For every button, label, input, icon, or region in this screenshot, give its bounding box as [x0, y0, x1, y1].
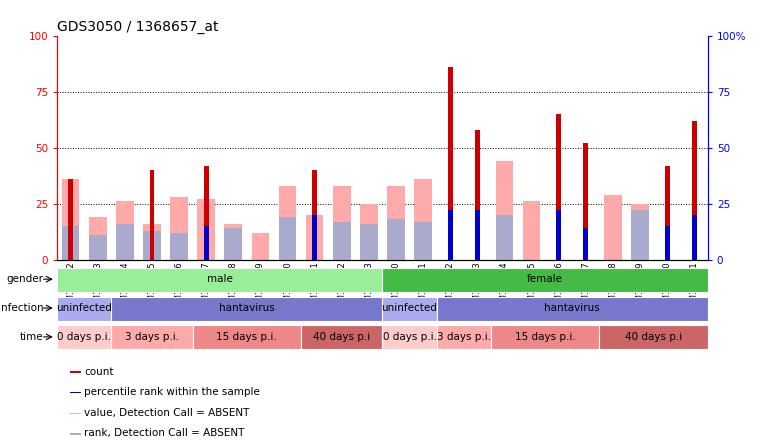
- Text: 15 days p.i.: 15 days p.i.: [216, 332, 277, 342]
- Bar: [312, 170, 317, 260]
- Bar: [68, 179, 73, 260]
- Text: infection: infection: [0, 303, 43, 313]
- Bar: [193, 325, 301, 349]
- Bar: [414, 179, 432, 260]
- Bar: [382, 297, 437, 321]
- Bar: [692, 215, 696, 260]
- Text: 3 days p.i.: 3 days p.i.: [437, 332, 491, 342]
- Bar: [414, 222, 432, 260]
- Bar: [556, 114, 561, 260]
- Bar: [583, 143, 588, 260]
- Bar: [495, 215, 513, 260]
- Bar: [523, 202, 540, 260]
- Bar: [89, 235, 107, 260]
- Text: uninfected: uninfected: [56, 303, 112, 313]
- Text: 3 days p.i.: 3 days p.i.: [125, 332, 179, 342]
- Bar: [447, 67, 453, 260]
- Bar: [664, 226, 670, 260]
- Bar: [475, 210, 479, 260]
- Text: hantavirus: hantavirus: [544, 303, 600, 313]
- Bar: [57, 325, 111, 349]
- Bar: [387, 186, 405, 260]
- Bar: [475, 130, 479, 260]
- Bar: [89, 217, 107, 260]
- Bar: [62, 226, 79, 260]
- Text: male: male: [207, 274, 233, 284]
- Bar: [70, 392, 81, 393]
- Text: count: count: [84, 367, 113, 377]
- Bar: [279, 186, 296, 260]
- Text: 0 days p.i.: 0 days p.i.: [57, 332, 111, 342]
- Bar: [631, 210, 649, 260]
- Bar: [224, 228, 242, 260]
- Bar: [692, 121, 696, 260]
- Bar: [387, 219, 405, 260]
- Bar: [57, 297, 111, 321]
- Bar: [360, 204, 377, 260]
- Bar: [583, 228, 588, 260]
- Bar: [556, 210, 561, 260]
- Bar: [382, 268, 708, 292]
- Bar: [224, 224, 242, 260]
- Text: time: time: [20, 332, 43, 342]
- Text: 40 days p.i: 40 days p.i: [625, 332, 682, 342]
- Bar: [382, 325, 437, 349]
- Text: female: female: [527, 274, 563, 284]
- Bar: [437, 325, 491, 349]
- Bar: [204, 166, 209, 260]
- Bar: [447, 210, 453, 260]
- Text: uninfected: uninfected: [381, 303, 438, 313]
- Bar: [204, 226, 209, 260]
- Bar: [306, 215, 323, 260]
- Bar: [70, 412, 81, 414]
- Text: 0 days p.i.: 0 days p.i.: [383, 332, 437, 342]
- Text: gender: gender: [7, 274, 43, 284]
- Bar: [437, 297, 708, 321]
- Bar: [57, 268, 382, 292]
- Bar: [491, 325, 599, 349]
- Bar: [252, 233, 269, 260]
- Bar: [62, 179, 79, 260]
- Bar: [279, 217, 296, 260]
- Text: 40 days p.i: 40 days p.i: [313, 332, 371, 342]
- Bar: [664, 166, 670, 260]
- Bar: [312, 215, 317, 260]
- Bar: [604, 195, 622, 260]
- Text: GDS3050 / 1368657_at: GDS3050 / 1368657_at: [57, 20, 218, 35]
- Bar: [70, 433, 81, 435]
- Bar: [599, 325, 708, 349]
- Bar: [149, 170, 154, 260]
- Bar: [143, 230, 161, 260]
- Bar: [111, 297, 382, 321]
- Bar: [197, 199, 215, 260]
- Text: 15 days p.i.: 15 days p.i.: [514, 332, 575, 342]
- Bar: [170, 233, 188, 260]
- Bar: [170, 197, 188, 260]
- Text: value, Detection Call = ABSENT: value, Detection Call = ABSENT: [84, 408, 250, 418]
- Bar: [301, 325, 382, 349]
- Bar: [631, 204, 649, 260]
- Bar: [495, 161, 513, 260]
- Bar: [360, 224, 377, 260]
- Bar: [111, 325, 193, 349]
- Bar: [116, 202, 134, 260]
- Bar: [333, 186, 351, 260]
- Bar: [143, 224, 161, 260]
- Text: rank, Detection Call = ABSENT: rank, Detection Call = ABSENT: [84, 428, 244, 438]
- Bar: [116, 224, 134, 260]
- Bar: [70, 372, 81, 373]
- Bar: [333, 222, 351, 260]
- Text: percentile rank within the sample: percentile rank within the sample: [84, 387, 260, 397]
- Text: hantavirus: hantavirus: [219, 303, 275, 313]
